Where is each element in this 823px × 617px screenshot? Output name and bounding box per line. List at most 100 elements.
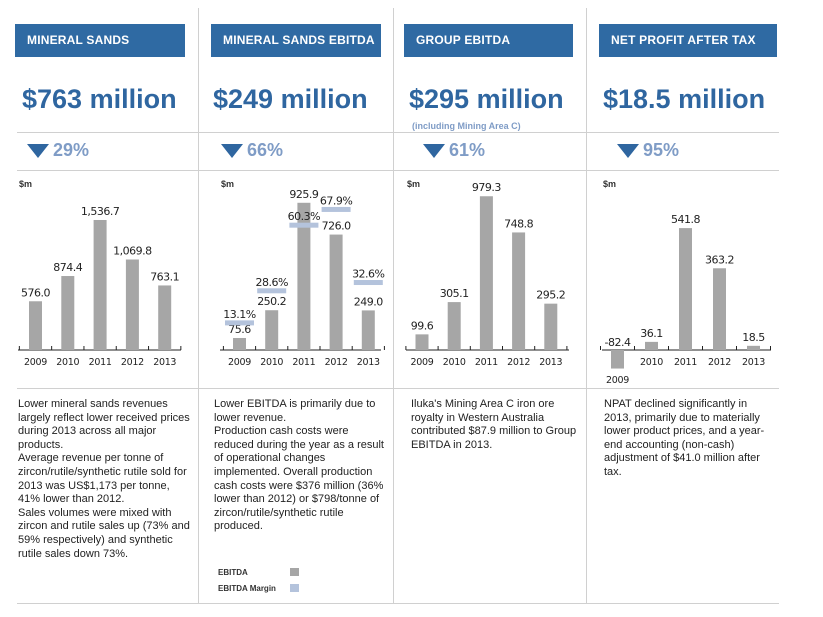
x-tick-label: 2011 (674, 357, 697, 368)
bar (158, 285, 172, 350)
data-label: 979.3 (472, 181, 501, 194)
x-tick-label: 2010 (640, 357, 663, 368)
x-tick-label: 2013 (153, 357, 176, 368)
data-label: 541.8 (671, 213, 700, 226)
x-tick-label: 2012 (121, 357, 144, 368)
bar (447, 302, 461, 350)
panel-description: NPAT declined significantly in 2013, pri… (604, 398, 776, 480)
revenue-chart: $m 576.0 2009 874.4 2010 1,536.7 2011 1,069.8 20… (18, 179, 182, 368)
margin-label: 32.6% (352, 268, 384, 281)
legend-swatch (290, 584, 299, 592)
bar (93, 219, 107, 350)
data-label: 99.6 (411, 319, 434, 332)
panel-title: NET PROFIT AFTER TAX (599, 24, 777, 57)
change-value: 29% (53, 140, 90, 160)
x-tick-label: 2010 (260, 357, 283, 368)
change-indicator: 29% (27, 140, 89, 161)
x-tick-label: 2012 (708, 357, 731, 368)
data-label: 763.1 (150, 270, 179, 283)
bar (679, 228, 692, 350)
x-tick-label: 2011 (475, 357, 498, 368)
row-divider (17, 388, 779, 389)
headline-note: (including Mining Area C) (412, 121, 521, 131)
margin-bar (353, 280, 383, 286)
margin-bar (257, 288, 287, 294)
y-axis-unit: $m (221, 179, 234, 189)
x-tick-label: 2010 (56, 357, 79, 368)
legend-ebitda: EBITDA (218, 568, 299, 577)
column-divider (586, 8, 587, 604)
data-label: 726.0 (322, 220, 351, 233)
change-indicator: 95% (617, 140, 679, 161)
bar (125, 259, 139, 350)
margin-label: 67.9% (320, 194, 352, 207)
change-value: 66% (247, 140, 284, 160)
change-indicator: 61% (423, 140, 485, 161)
panel-description: Iluka's Mining Area C iron ore royalty i… (411, 398, 579, 452)
bar (479, 196, 493, 350)
data-label: 249.0 (354, 295, 383, 308)
bar (611, 350, 624, 369)
margin-label: 28.6% (255, 276, 287, 289)
bar (29, 301, 42, 350)
data-label: 363.2 (705, 253, 734, 266)
x-tick-label: 2013 (539, 357, 562, 368)
row-divider (17, 170, 779, 171)
headline-value: $295 million (409, 84, 564, 114)
bar (329, 234, 343, 350)
margin-bar (225, 320, 254, 326)
bar (415, 334, 429, 350)
legend-ebitda-margin: EBITDA Margin (218, 584, 299, 593)
description-paragraph: Average revenue per tonne of zircon/ruti… (18, 452, 187, 506)
down-triangle-icon (221, 143, 243, 158)
x-tick-label: 2011 (292, 357, 315, 368)
panel-title: GROUP EBITDA (404, 24, 573, 57)
data-label: 36.1 (640, 327, 663, 340)
column-divider (198, 8, 199, 604)
data-label: 1,536.7 (81, 205, 120, 218)
row-divider (17, 603, 779, 604)
bar (297, 202, 311, 350)
x-tick-label: 2009 (24, 357, 47, 368)
bar (713, 268, 726, 350)
data-label: 576.0 (21, 286, 50, 299)
legend-swatch (290, 568, 299, 576)
data-label: -82.4 (605, 336, 631, 349)
bar (61, 276, 75, 350)
column-divider (393, 8, 394, 604)
ebitda-chart: $m 75.6 2009 250.2 2010 925.9 2011 726.0 2012 249… (220, 179, 385, 368)
group-ebitda-chart: $m 99.6 2009 305.1 2010 979.3 2011 748.8 2012 295… (405, 179, 569, 368)
npat-chart: $m -82.4 2009 36.1 2010 541.8 2011 363.2 2012 18.… (600, 179, 771, 386)
description-paragraph: NPAT declined significantly in 2013, pri… (604, 398, 765, 478)
x-tick-label: 2009 (411, 357, 434, 368)
change-indicator: 66% (221, 140, 283, 161)
bar (544, 303, 558, 350)
panel-description: Lower EBITDA is primarily due to lower r… (214, 398, 386, 534)
description-paragraph: Lower mineral sands revenues largely ref… (18, 398, 190, 451)
description-paragraph: Iluka's Mining Area C iron ore royalty i… (411, 398, 577, 451)
data-label: 1,069.8 (113, 244, 152, 257)
x-tick-label: 2010 (443, 357, 466, 368)
margin-label: 13.1% (223, 308, 255, 321)
x-tick-label: 2012 (507, 357, 530, 368)
y-axis-unit: $m (19, 179, 32, 189)
margin-bar (321, 206, 351, 212)
change-value: 61% (449, 140, 486, 160)
data-label: 748.8 (504, 217, 533, 230)
data-label: 75.6 (228, 323, 251, 336)
down-triangle-icon (617, 143, 639, 158)
legend-label: EBITDA (218, 568, 248, 577)
data-label: 874.4 (53, 261, 82, 274)
description-paragraph: Production cash costs were reduced durin… (214, 425, 384, 533)
down-triangle-icon (27, 143, 49, 158)
change-value: 95% (643, 140, 680, 160)
bar (265, 310, 279, 350)
headline-value: $249 million (213, 84, 368, 114)
panel-title: MINERAL SANDS REVENUE (15, 24, 185, 80)
bar (361, 310, 375, 350)
data-label: 305.1 (440, 287, 469, 300)
panel-title: MINERAL SANDS EBITDA (211, 24, 381, 57)
x-tick-label: 2013 (357, 357, 380, 368)
bar (747, 345, 760, 350)
